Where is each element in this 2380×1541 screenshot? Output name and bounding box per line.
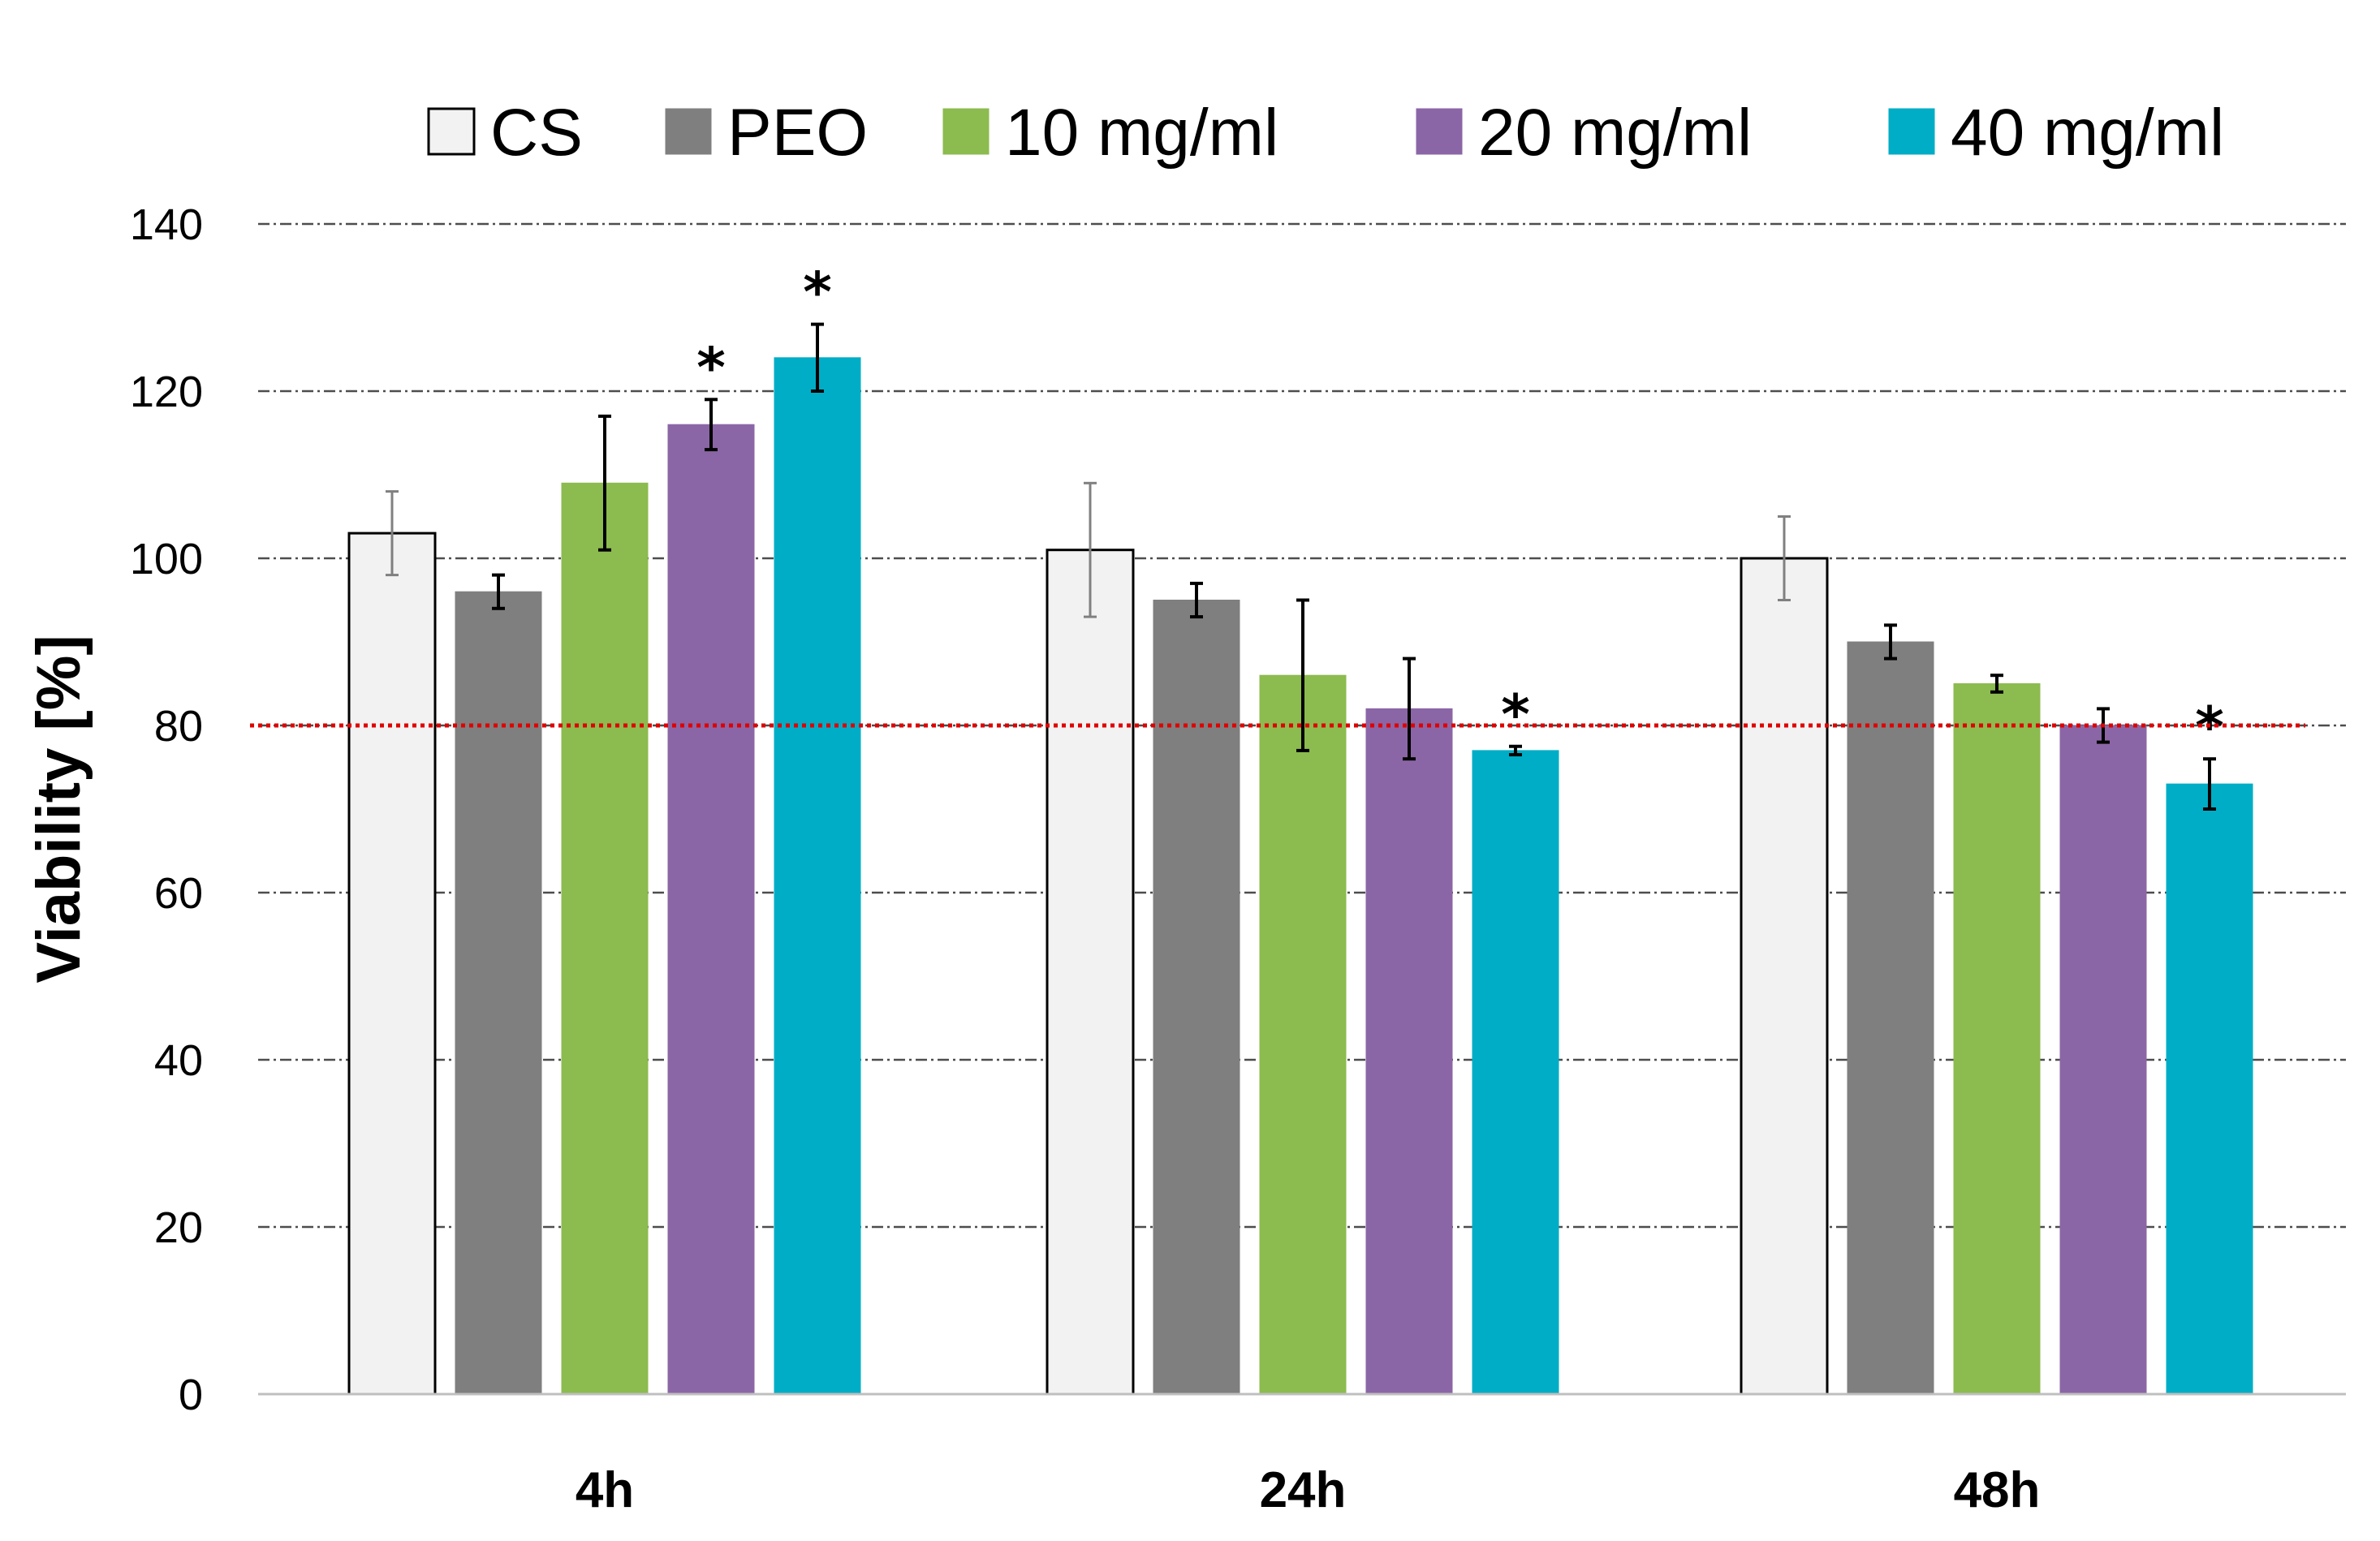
bar-10-mg-ml-48h: [1953, 683, 2041, 1395]
legend-swatch: [665, 108, 712, 155]
y-tick-label: 140: [130, 200, 203, 249]
y-tick-label: 60: [154, 869, 203, 918]
legend: CS PEO 10 mg/ml 20 mg/ml 40 mg/ml: [427, 96, 2224, 170]
significance-star: *: [2195, 695, 2224, 760]
bar-cs-48h: [1740, 557, 1829, 1396]
legend-swatch: [942, 108, 990, 155]
bar-20-mg-ml-48h: [2059, 725, 2147, 1395]
axes: 0 20 40 60 80 100 120 140 4h 24h 48h Viability [%]: [24, 200, 2346, 1518]
y-axis-title: Viability [%]: [24, 635, 93, 983]
legend-label: 10 mg/ml: [1005, 96, 1278, 170]
bar-40-mg-ml-24h: [1472, 750, 1559, 1395]
legend-label: PEO: [727, 96, 868, 170]
legend-swatch: [427, 107, 476, 156]
bar-peo-24h: [1153, 600, 1240, 1395]
legend-label: CS: [490, 96, 583, 170]
bar-cs-4h: [347, 532, 437, 1396]
legend-label: 20 mg/ml: [1478, 96, 1752, 170]
y-tick-label: 80: [154, 702, 203, 751]
y-tick-label: 120: [130, 368, 203, 416]
bar-10-mg-ml-4h: [561, 482, 649, 1395]
significance-star: *: [1501, 683, 1530, 747]
x-category-label: 4h: [576, 1462, 634, 1518]
bar-20-mg-ml-4h: [667, 424, 755, 1395]
bar-cs-24h: [1046, 549, 1135, 1396]
bars: [347, 357, 2253, 1396]
bar-40-mg-ml-48h: [2166, 783, 2253, 1395]
y-tick-label: 40: [154, 1036, 203, 1085]
significance-star: *: [803, 261, 832, 325]
bar-peo-48h: [1847, 641, 1934, 1395]
legend-swatch: [1888, 108, 1935, 155]
bar-10-mg-ml-24h: [1259, 674, 1347, 1395]
bar-40-mg-ml-4h: [774, 357, 861, 1395]
significance-star: *: [696, 336, 726, 400]
y-tick-label: 100: [130, 535, 203, 583]
x-category-label: 24h: [1260, 1462, 1347, 1518]
y-tick-label: 0: [179, 1371, 203, 1419]
legend-label: 40 mg/ml: [1951, 96, 2224, 170]
x-category-label: 48h: [1954, 1462, 2041, 1518]
bar-peo-4h: [455, 591, 542, 1395]
bar-20-mg-ml-24h: [1365, 708, 1453, 1395]
legend-swatch: [1416, 108, 1463, 155]
y-tick-label: 20: [154, 1203, 203, 1252]
